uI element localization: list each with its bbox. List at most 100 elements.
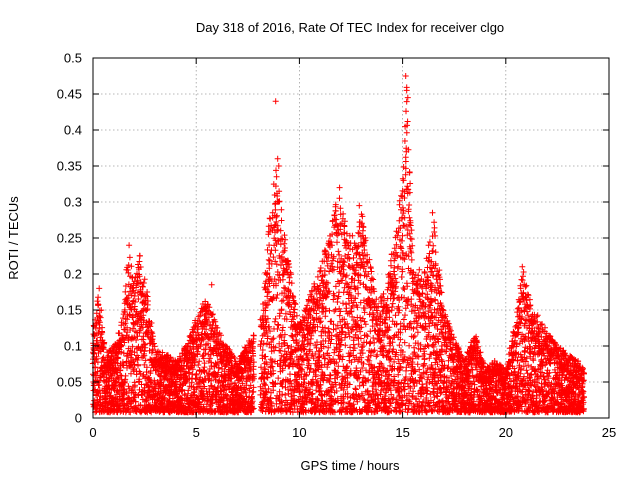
data-point	[364, 333, 371, 340]
data-point	[386, 335, 393, 341]
data-point	[159, 349, 166, 356]
data-point	[317, 265, 324, 271]
data-point	[373, 353, 380, 360]
data-point	[405, 396, 412, 403]
data-point	[132, 398, 139, 405]
data-point	[141, 347, 148, 354]
data-point	[398, 274, 405, 280]
data-point	[278, 217, 285, 224]
data-point	[307, 346, 313, 353]
data-point	[125, 269, 132, 276]
data-point	[278, 298, 285, 305]
data-point	[408, 256, 415, 263]
data-point	[406, 214, 413, 221]
data-point	[141, 301, 148, 308]
data-point	[135, 362, 141, 369]
data-point	[131, 349, 138, 356]
data-point	[101, 339, 108, 346]
data-point	[406, 202, 413, 208]
data-point	[135, 296, 142, 302]
data-point	[405, 383, 412, 390]
data-point	[143, 307, 150, 314]
data-point	[274, 321, 281, 328]
data-point	[133, 284, 140, 291]
data-point	[282, 236, 289, 243]
data-point	[125, 358, 132, 365]
data-point	[284, 342, 291, 349]
data-point	[121, 339, 128, 346]
data-point	[357, 314, 364, 321]
data-point	[142, 398, 149, 405]
data-point	[335, 248, 342, 255]
data-point	[144, 298, 151, 304]
data-point	[399, 175, 406, 182]
data-point	[153, 367, 160, 374]
data-point	[93, 372, 100, 379]
data-point	[103, 395, 109, 402]
data-point	[132, 382, 138, 389]
data-point	[137, 402, 144, 408]
data-point	[136, 273, 143, 280]
data-point	[377, 360, 383, 367]
data-point	[136, 378, 143, 385]
data-point	[118, 349, 125, 356]
data-point	[120, 315, 126, 322]
data-points	[89, 73, 587, 416]
data-point	[131, 394, 138, 401]
data-point	[327, 371, 333, 378]
data-point	[400, 316, 407, 323]
data-point	[119, 359, 126, 366]
data-point	[149, 333, 156, 340]
data-point	[364, 356, 371, 363]
data-point	[121, 309, 128, 316]
data-point	[137, 370, 144, 377]
data-point	[97, 374, 104, 381]
data-point	[126, 254, 133, 261]
data-point	[432, 249, 439, 256]
data-point	[272, 247, 279, 254]
data-point	[93, 310, 100, 317]
data-point	[98, 374, 104, 380]
data-point	[125, 383, 132, 390]
data-point	[278, 206, 285, 213]
data-point	[124, 295, 131, 301]
data-point	[96, 381, 103, 388]
data-point	[185, 387, 192, 394]
data-point	[129, 335, 136, 342]
data-point	[95, 301, 102, 308]
data-point	[128, 263, 135, 270]
data-point	[120, 396, 127, 403]
data-point	[286, 274, 293, 281]
data-point	[139, 283, 146, 290]
data-point	[142, 341, 149, 348]
data-point	[278, 307, 285, 314]
data-point	[367, 328, 374, 335]
data-point	[140, 312, 147, 319]
data-point	[336, 195, 343, 202]
data-point	[367, 265, 374, 272]
data-point	[343, 280, 349, 287]
data-point	[269, 336, 276, 343]
data-point	[431, 224, 438, 231]
data-point	[267, 250, 274, 257]
data-point	[407, 180, 414, 187]
data-point	[128, 292, 135, 299]
data-point	[124, 267, 131, 273]
data-point	[416, 266, 423, 273]
data-point	[339, 277, 346, 284]
data-point	[431, 219, 438, 226]
data-point	[103, 374, 110, 381]
data-point	[355, 271, 362, 278]
data-point	[127, 409, 134, 416]
data-point	[99, 324, 106, 331]
data-point	[122, 372, 129, 379]
data-point	[133, 337, 140, 343]
data-point	[250, 332, 257, 339]
data-point	[142, 357, 149, 364]
data-point	[139, 290, 146, 297]
data-point	[273, 218, 280, 225]
data-point	[206, 355, 213, 362]
data-point	[136, 258, 143, 265]
data-point	[430, 242, 437, 249]
data-point	[137, 264, 144, 270]
